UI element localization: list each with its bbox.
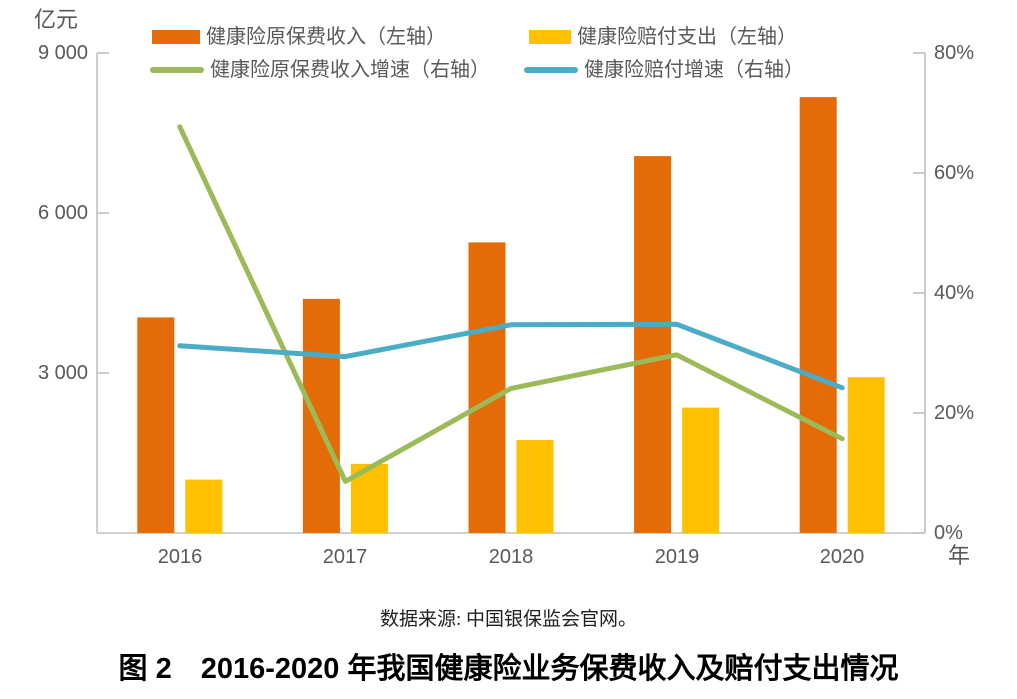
legend-swatch-premium-growth-line (150, 67, 204, 73)
bar-series1-2016 (137, 317, 175, 533)
bar-series2-2018 (516, 440, 554, 533)
legend-item-premium-growth: 健康险原保费收入增速（右轴） (150, 59, 490, 81)
bar-series2-2019 (682, 407, 720, 533)
line-series1 (177, 124, 845, 484)
figure-caption: 图 2 2016-2020 年我国健康险业务保费收入及赔付支出情况 (118, 653, 899, 685)
x-axis-tick-label: 2018 (488, 546, 534, 568)
right-axis-tick-label: 40% (934, 282, 975, 304)
legend-item-premium-income: 健康险原保费收入（左轴） (152, 26, 446, 48)
x-axis-tick-label: 2020 (819, 546, 865, 568)
right-axis-tick-label: 60% (934, 162, 975, 184)
bar-series2-2016 (185, 479, 223, 533)
x-axis-tick-label: 2019 (654, 546, 700, 568)
legend-swatch-claims-paid-bar (529, 30, 571, 44)
x-axis-unit-label: 年 (948, 543, 971, 568)
legend-label-premium-income: 健康险原保费收入（左轴） (206, 26, 446, 48)
x-axis-tick-label: 2016 (157, 546, 203, 568)
chart-area: 亿元 年 9 000 6 000 3 000 80% 60% 40% 20% 0… (34, 7, 975, 569)
data-source-note: 数据来源: 中国银保监会官网。 (379, 609, 638, 630)
x-axis-tick-label: 2017 (322, 546, 368, 568)
right-axis-tick-label: 0% (934, 522, 963, 544)
bar-series1-2018 (468, 242, 506, 533)
bar-series1-2017 (302, 298, 340, 533)
legend-swatch-claims-growth-line (524, 67, 578, 73)
bar-series1-2019 (634, 156, 672, 533)
line-series2 (177, 321, 845, 391)
bar-series1-2020 (799, 97, 837, 533)
bar-series2-2020 (847, 377, 885, 533)
right-axis-tick-label: 80% (934, 42, 975, 64)
left-axis-tick-label: 3 000 (37, 362, 88, 384)
legend-label-premium-growth: 健康险原保费收入增速（右轴） (210, 59, 490, 81)
legend-item-claims-paid: 健康险赔付支出（左轴） (529, 26, 797, 48)
legend-label-claims-growth: 健康险赔付增速（右轴） (584, 59, 804, 81)
legend-item-claims-growth: 健康险赔付增速（右轴） (524, 59, 804, 81)
chart-plot-canvas (96, 52, 926, 534)
legend-label-claims-paid: 健康险赔付支出（左轴） (577, 26, 797, 48)
legend-swatch-premium-income-bar (152, 30, 200, 44)
left-axis-unit-label: 亿元 (34, 7, 79, 32)
left-axis-tick-label: 9 000 (37, 42, 88, 64)
right-axis-tick-label: 20% (934, 402, 975, 424)
left-axis-tick-label: 6 000 (37, 202, 88, 224)
